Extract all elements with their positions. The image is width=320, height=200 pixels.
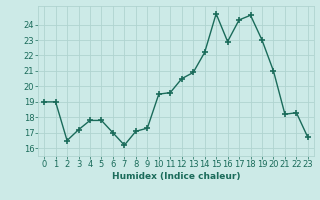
X-axis label: Humidex (Indice chaleur): Humidex (Indice chaleur) (112, 172, 240, 181)
